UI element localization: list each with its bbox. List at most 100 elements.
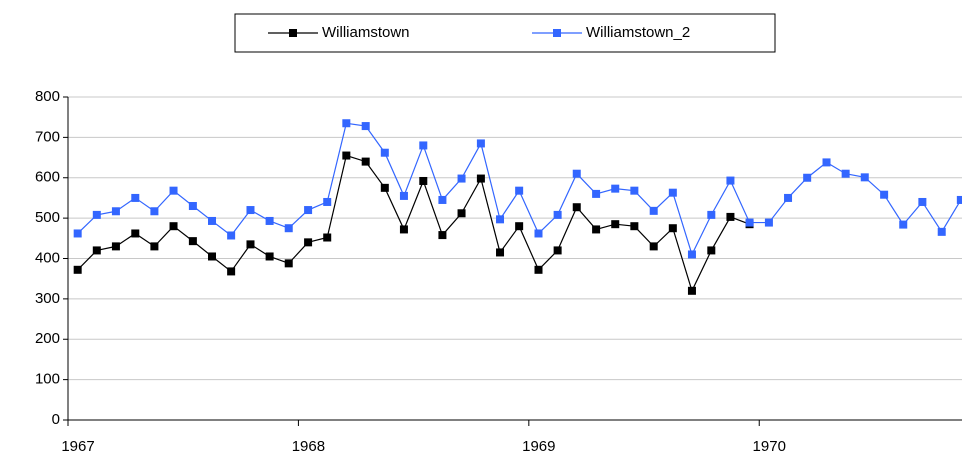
legend-marker [553, 29, 561, 37]
marker [111, 207, 120, 216]
y-tick-label: 700 [35, 128, 60, 145]
marker [707, 210, 716, 219]
marker [188, 237, 197, 246]
marker [515, 186, 524, 195]
marker [592, 189, 601, 198]
marker [611, 184, 620, 193]
marker [726, 212, 735, 221]
marker [918, 197, 927, 206]
marker [92, 210, 101, 219]
marker [361, 122, 370, 131]
marker [380, 148, 389, 157]
marker [745, 218, 754, 227]
marker [476, 139, 485, 148]
marker [668, 224, 677, 233]
marker [380, 183, 389, 192]
marker [419, 176, 428, 185]
marker [361, 157, 370, 166]
marker [438, 231, 447, 240]
marker [784, 193, 793, 202]
marker [323, 233, 332, 242]
marker [937, 227, 946, 236]
marker [208, 216, 217, 225]
x-tick-label: 1968 [292, 438, 325, 455]
marker [304, 206, 313, 215]
y-tick-label: 500 [35, 209, 60, 226]
marker [457, 174, 466, 183]
marker [764, 218, 773, 227]
marker [92, 246, 101, 255]
marker [188, 202, 197, 211]
legend-label: Williamstown [322, 24, 410, 41]
marker [246, 240, 255, 249]
marker [342, 151, 351, 160]
marker [208, 252, 217, 261]
marker [131, 193, 140, 202]
marker [131, 229, 140, 238]
marker [150, 207, 159, 216]
marker [860, 173, 869, 182]
marker [803, 173, 812, 182]
marker [880, 190, 889, 199]
marker [841, 169, 850, 178]
x-tick-label: 1970 [753, 438, 786, 455]
y-tick-label: 0 [52, 411, 60, 428]
marker [553, 210, 562, 219]
marker [476, 174, 485, 183]
marker [227, 267, 236, 276]
marker [150, 242, 159, 251]
marker [534, 229, 543, 238]
marker [592, 225, 601, 234]
y-tick-label: 600 [35, 169, 60, 186]
series-line [77, 154, 750, 293]
marker [73, 265, 82, 274]
y-tick-label: 200 [35, 330, 60, 347]
marker [399, 225, 408, 234]
marker [726, 176, 735, 185]
marker [265, 252, 274, 261]
marker [284, 224, 293, 233]
marker [707, 246, 716, 255]
marker [956, 195, 962, 204]
marker [687, 250, 696, 259]
marker [515, 222, 524, 231]
marker [496, 215, 505, 224]
y-tick-label: 400 [35, 249, 60, 266]
marker [496, 248, 505, 257]
marker [227, 231, 236, 240]
marker [649, 242, 658, 251]
marker [611, 220, 620, 229]
marker [668, 188, 677, 197]
marker [284, 259, 293, 268]
marker [687, 286, 696, 295]
marker [169, 222, 178, 231]
x-tick-label: 1969 [522, 438, 555, 455]
marker [438, 195, 447, 204]
marker [553, 246, 562, 255]
marker [899, 220, 908, 229]
marker [649, 206, 658, 215]
marker [419, 141, 428, 150]
marker [342, 119, 351, 128]
marker [169, 186, 178, 195]
marker [630, 222, 639, 231]
marker [304, 238, 313, 247]
y-tick-label: 300 [35, 290, 60, 307]
marker [457, 209, 466, 218]
marker [111, 242, 120, 251]
marker [534, 265, 543, 274]
y-tick-label: 100 [35, 371, 60, 388]
x-tick-label: 1967 [61, 438, 94, 455]
marker [265, 216, 274, 225]
marker [323, 197, 332, 206]
legend-marker [289, 29, 297, 37]
marker [572, 203, 581, 212]
marker [246, 206, 255, 215]
legend-box [234, 13, 776, 53]
legend-label: Williamstown_2 [586, 24, 690, 41]
marker [630, 186, 639, 195]
y-tick-label: 800 [35, 88, 60, 105]
marker [399, 191, 408, 200]
marker [572, 169, 581, 178]
